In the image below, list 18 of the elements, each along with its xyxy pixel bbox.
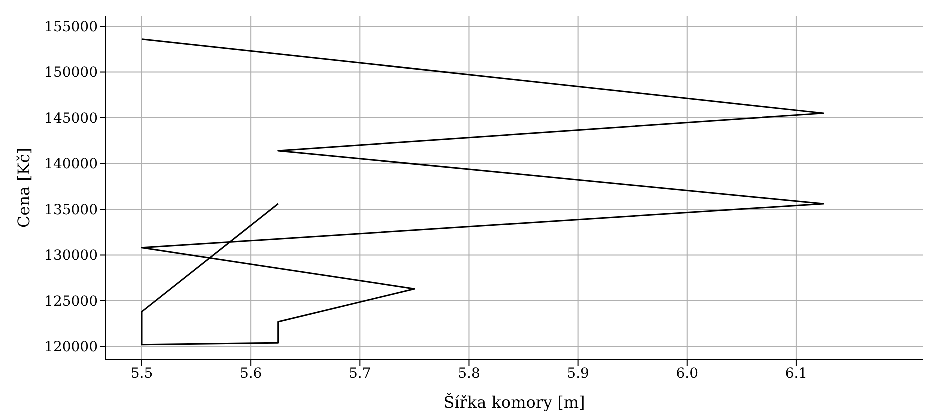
x-tick-label: 5.7 <box>349 366 372 382</box>
x-tick-label: 5.6 <box>240 366 262 382</box>
x-tick-label: 5.9 <box>567 366 590 382</box>
y-tick-label: 120000 <box>44 340 98 356</box>
line-series <box>141 38 824 346</box>
x-tick-label: 6.0 <box>676 366 699 382</box>
x-axis-title: Šířka komory [m] <box>444 393 586 412</box>
y-tick-label: 140000 <box>44 156 98 173</box>
y-tick-label: 135000 <box>44 202 98 218</box>
y-axis-title: Cena [Kč] <box>14 148 34 228</box>
x-tick-label: 5.8 <box>458 366 480 382</box>
x-tick-label: 5.5 <box>130 366 154 382</box>
y-tick-label: 155000 <box>44 19 98 36</box>
y-tick-label: 150000 <box>44 65 98 82</box>
y-tick-label: 125000 <box>44 294 98 310</box>
y-tick-label: 145000 <box>44 110 98 127</box>
x-tick-label: 6.1 <box>785 366 808 382</box>
y-tick-label: 130000 <box>44 248 98 264</box>
